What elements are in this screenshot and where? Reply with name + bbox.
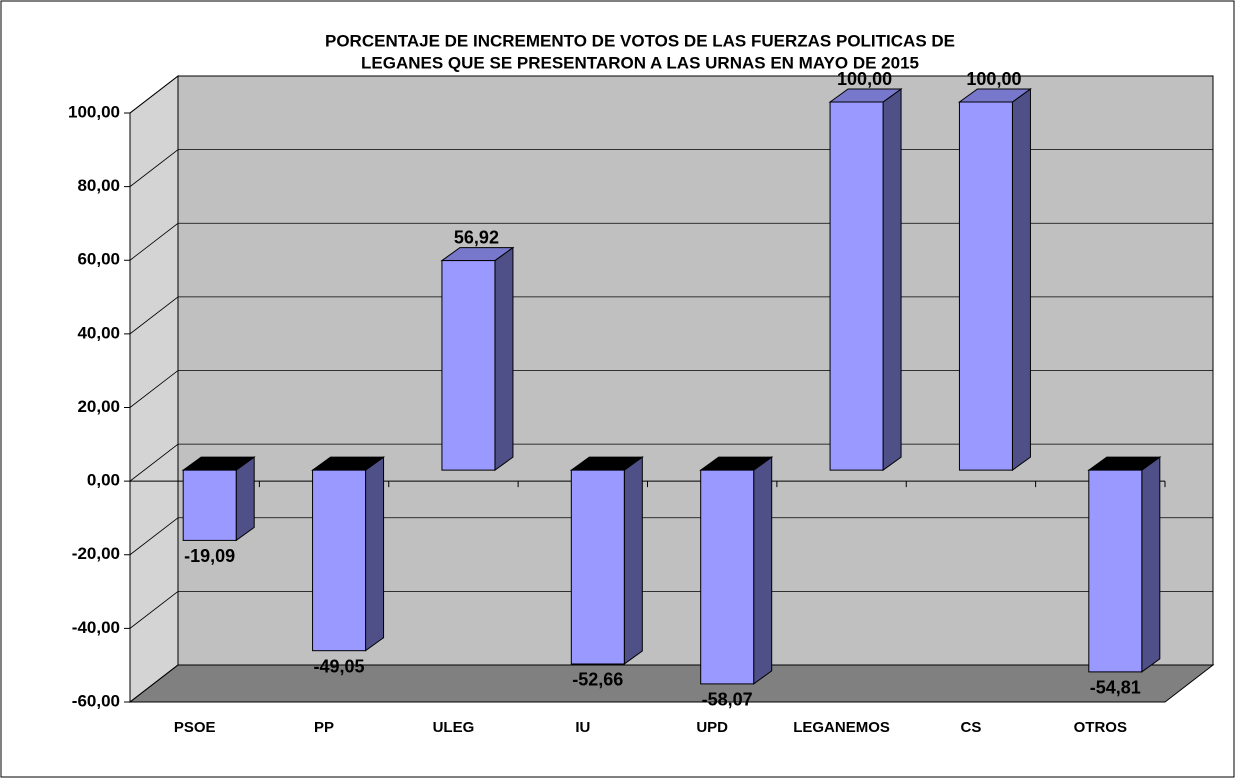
y-tick-label: 100,00 [68, 102, 120, 121]
floor [128, 664, 1215, 703]
y-tick-label: 20,00 [77, 397, 120, 416]
data-label: -49,05 [314, 656, 365, 676]
grid-line [129, 590, 1213, 629]
x-tick-label: LEGANEMOS [793, 719, 890, 736]
chart-title: LEGANES QUE SE PRESENTARON A LAS URNAS E… [361, 53, 919, 72]
bar [570, 469, 625, 665]
bar [312, 469, 367, 652]
bar-side [365, 456, 385, 652]
chart-title: PORCENTAJE DE INCREMENTO DE VOTOS DE LAS… [325, 31, 955, 50]
y-tick-label: -20,00 [72, 544, 120, 563]
x-tick-label: PSOE [174, 719, 216, 736]
bar [958, 101, 1013, 471]
bar [182, 469, 237, 541]
bar-side [235, 456, 255, 542]
x-tick-label: CS [961, 719, 982, 736]
bar-side [1141, 456, 1161, 673]
x-tick-label: ULEG [433, 719, 475, 736]
grid-line [129, 75, 1213, 114]
bar-side [1011, 88, 1031, 472]
y-tick-label: -40,00 [72, 618, 120, 637]
data-label: -54,81 [1090, 678, 1141, 698]
bar-side [882, 88, 902, 472]
bar [829, 101, 884, 471]
y-tick-label: 40,00 [77, 323, 120, 342]
x-tick-label: PP [314, 719, 334, 736]
bar [441, 260, 496, 471]
bar [1088, 469, 1143, 673]
grid-line [129, 664, 1213, 703]
y-tick-label: 0,00 [87, 471, 120, 490]
grid-line [129, 517, 1213, 556]
data-label: -19,09 [184, 546, 235, 566]
data-label: -58,07 [702, 690, 753, 710]
data-label: 100,00 [966, 69, 1021, 89]
y-tick-label: 60,00 [77, 250, 120, 269]
bar-side [494, 246, 514, 472]
x-tick-label: UPD [696, 719, 728, 736]
data-label: -52,66 [572, 670, 623, 690]
bar-side [623, 456, 643, 665]
bar-side [753, 456, 773, 685]
y-tick-label: 80,00 [77, 176, 120, 195]
data-label: 100,00 [837, 69, 892, 89]
data-label: 56,92 [454, 227, 499, 247]
y-tick-label: -60,00 [72, 691, 120, 710]
x-tick-label: OTROS [1074, 719, 1127, 736]
bar [700, 469, 755, 685]
x-tick-label: IU [575, 719, 590, 736]
